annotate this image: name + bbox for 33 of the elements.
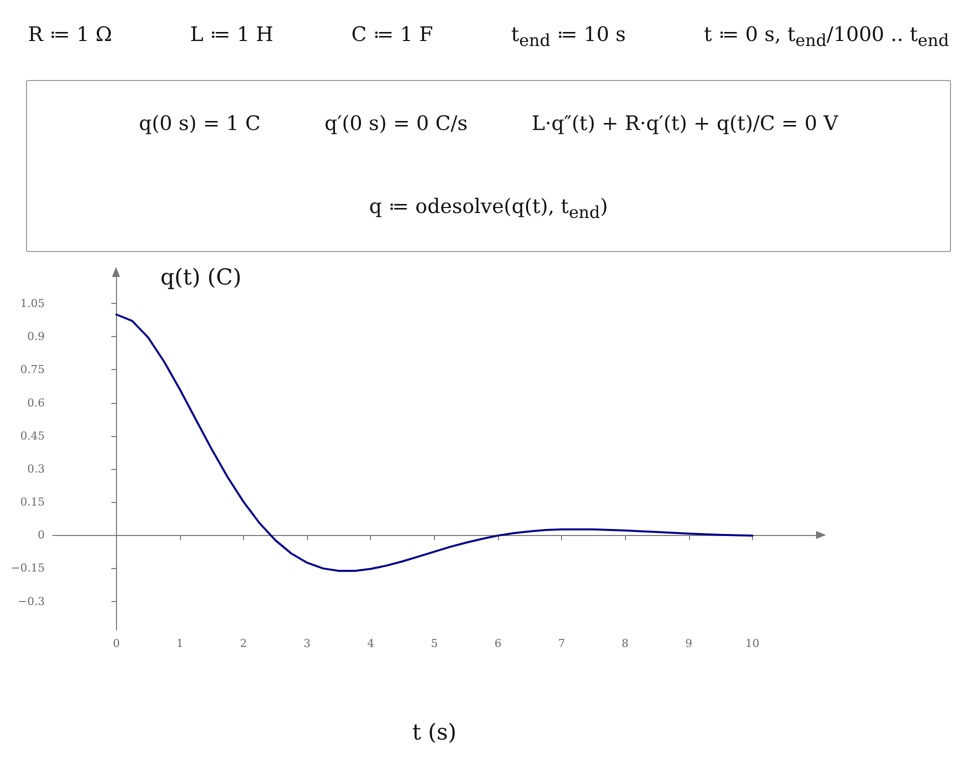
text: q ≔ odesolve(q(t), t$_{end}$) — [369, 194, 608, 222]
y-tick-label: 0 — [38, 528, 45, 542]
y-tick-label: −0.3 — [18, 594, 45, 608]
y-tick-label: 0.3 — [27, 462, 45, 476]
x-tick-label: 0 — [112, 637, 120, 650]
x-tick-label: 2 — [240, 637, 248, 650]
y-tick-label: 0.6 — [27, 396, 45, 410]
x-tick-label: 3 — [304, 637, 311, 650]
x-tick-label: 6 — [494, 637, 502, 650]
x-tick-label: 7 — [558, 637, 566, 650]
text: C ≔ 1 F — [351, 22, 434, 48]
text: t ≔ 0 s, t$_{end}$/1000 .. t$_{end}$ — [704, 22, 949, 52]
x-tick-label: 8 — [622, 637, 629, 650]
y-tick-label: 0.75 — [20, 363, 45, 376]
text: L ≔ 1 H — [190, 22, 274, 48]
text: R ≔ 1 Ω — [28, 22, 112, 48]
y-tick-label: 0.9 — [27, 330, 45, 344]
text: t$_{end}$ ≔ 10 s — [511, 22, 626, 52]
x-axis-title: t (s) — [412, 720, 457, 746]
y-tick-label: 0.15 — [20, 496, 45, 509]
x-tick-label: 5 — [430, 637, 438, 650]
text: q(0 s) = 1 C — [138, 110, 261, 134]
x-tick-label: 9 — [685, 637, 692, 650]
line-series — [115, 314, 754, 572]
text: L·q″(t) + R·q′(t) + q(t)/C = 0 V — [532, 110, 838, 134]
y-axis-title: q(t) (C) — [160, 266, 242, 290]
y-tick-label: 1.05 — [20, 296, 45, 310]
y-tick-label: −0.15 — [10, 562, 45, 575]
x-tick-label: 1 — [176, 637, 184, 650]
x-tick-label: 4 — [367, 637, 374, 650]
y-tick-label: 0.45 — [20, 429, 45, 442]
x-tick-label: 10 — [745, 637, 760, 650]
text: q′(0 s) = 0 C/s — [324, 110, 468, 134]
